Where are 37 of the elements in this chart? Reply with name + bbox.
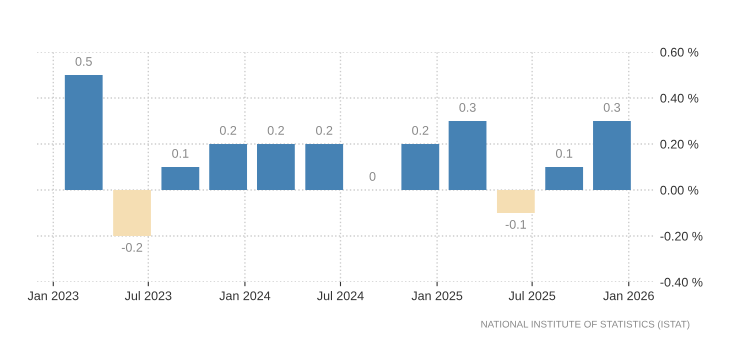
text: NATIONAL INSTITUTE OF STATISTICS (ISTAT) bbox=[481, 320, 690, 330]
bar bbox=[545, 167, 584, 190]
data-label: -0.1 bbox=[506, 220, 526, 229]
y-tick-label: 0.00 % bbox=[660, 186, 698, 195]
data-label: 0 bbox=[370, 172, 376, 181]
bar bbox=[448, 121, 486, 190]
y-tick-label: 0.20 % bbox=[660, 140, 698, 149]
y-tick-label: -0.40 % bbox=[660, 278, 702, 287]
data-label: 0.1 bbox=[172, 149, 188, 158]
data-label: 0.3 bbox=[604, 103, 620, 112]
bar bbox=[401, 144, 440, 190]
data-label: 0.1 bbox=[556, 149, 572, 158]
data-label: 0.2 bbox=[316, 126, 332, 135]
x-tick-label: Jul 2025 bbox=[508, 291, 556, 300]
y-tick-label: -0.20 % bbox=[660, 232, 702, 241]
bar bbox=[209, 144, 248, 190]
data-label: -0.2 bbox=[122, 243, 142, 252]
data-label: 0.2 bbox=[268, 126, 284, 135]
data-label: 0.2 bbox=[220, 126, 236, 135]
x-tick-label: Jan 2026 bbox=[603, 291, 654, 300]
bar bbox=[64, 75, 103, 190]
data-label: 0.2 bbox=[412, 126, 428, 135]
x-tick-label: Jul 2024 bbox=[317, 291, 364, 300]
bar bbox=[161, 167, 200, 190]
y-tick-label: 0.60 % bbox=[660, 48, 698, 57]
data-label: 0.3 bbox=[459, 103, 476, 112]
x-tick-label: Jan 2023 bbox=[28, 291, 78, 300]
bar bbox=[496, 190, 535, 213]
data-label: 0.5 bbox=[76, 57, 92, 66]
bar bbox=[113, 190, 151, 236]
x-tick-label: Jan 2024 bbox=[219, 291, 270, 300]
bar bbox=[305, 144, 344, 190]
y-tick-label: 0.40 % bbox=[660, 94, 698, 103]
x-tick-label: Jul 2023 bbox=[124, 291, 172, 300]
bar bbox=[257, 144, 295, 190]
bar bbox=[593, 121, 631, 190]
x-tick-label: Jan 2025 bbox=[412, 291, 462, 300]
